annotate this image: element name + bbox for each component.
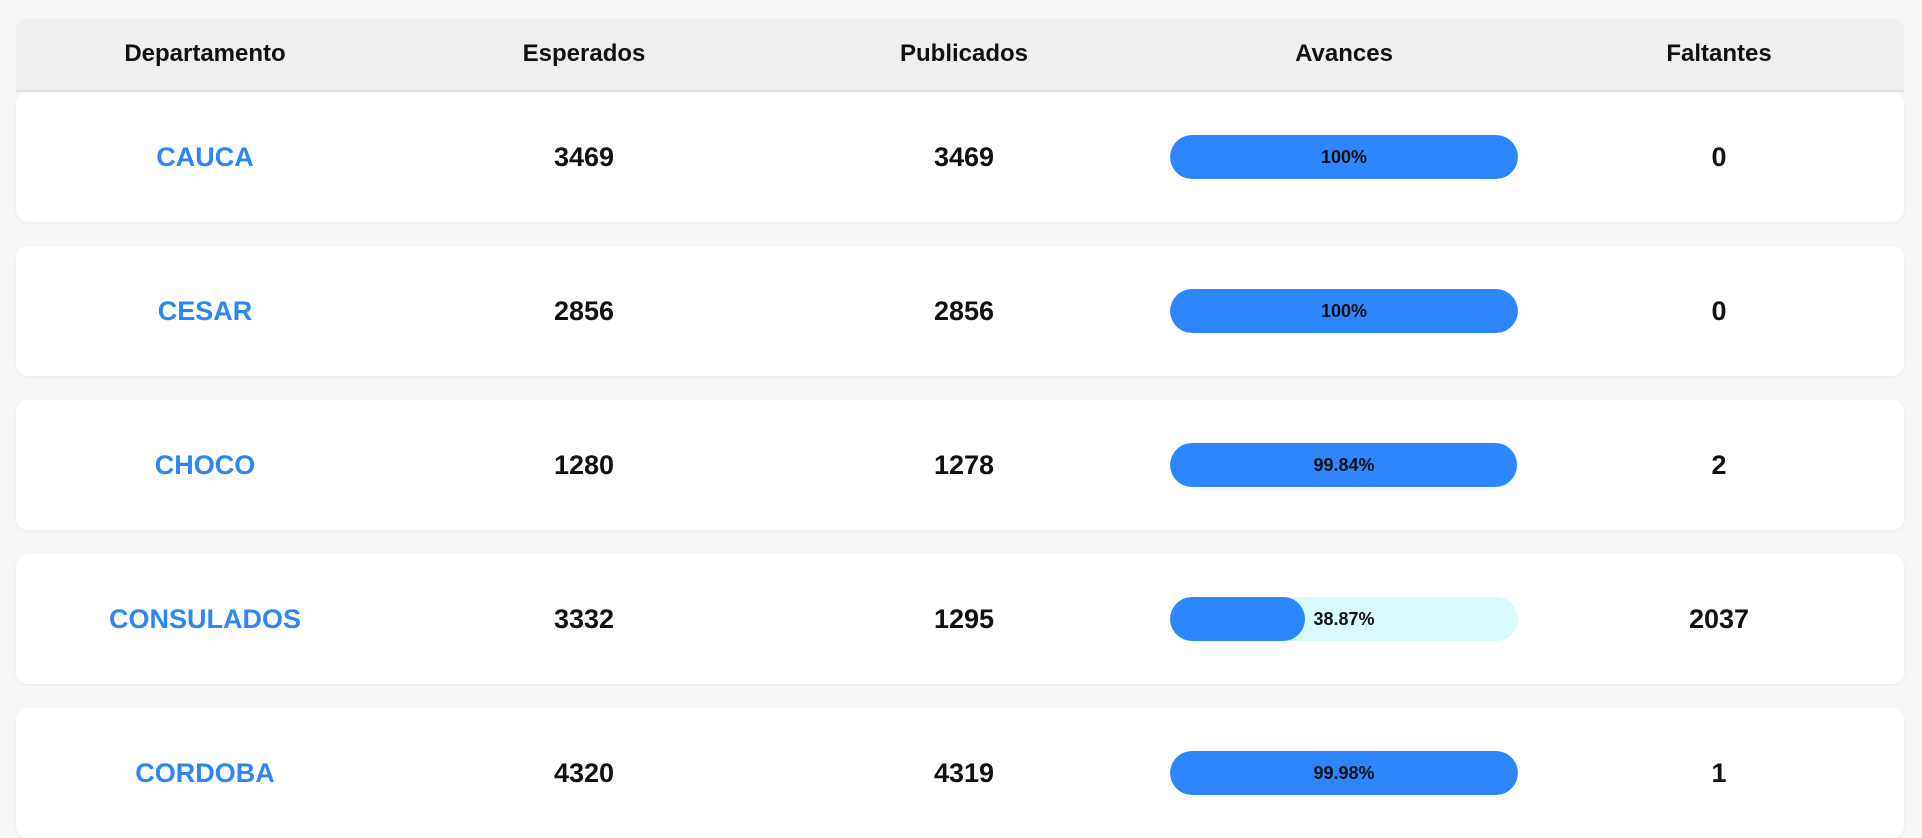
published-count: 1295 [933,603,995,634]
progress-label: 99.84% [1313,454,1375,475]
progress-bar: 100% [1170,135,1518,179]
progress-label: 100% [1320,300,1368,321]
missing-count: 0 [1711,295,1727,326]
progress-label: 99.98% [1313,762,1375,783]
progress-bar: 38.87% [1170,597,1518,641]
expected-count: 3332 [553,603,615,634]
department-link[interactable]: CAUCA [156,141,254,172]
expected-count: 3469 [553,141,615,172]
progress-fill [1170,443,1518,487]
missing-count: 0 [1711,141,1727,172]
progress-cell: 99.98% [1154,751,1534,795]
progress-cell: 100% [1154,289,1534,333]
progress-label: 38.87% [1313,608,1375,629]
table-row: CHOCO 1280 1278 99.84% 2 [16,400,1904,530]
header-avances[interactable]: Avances [1295,40,1393,67]
progress-bar: 99.84% [1170,443,1518,487]
results-table: Departamento Esperados Publicados Avance… [16,18,1904,838]
header-publicados[interactable]: Publicados [899,40,1029,67]
progress-fill [1170,289,1518,333]
expected-count: 1280 [553,449,615,480]
expected-count: 2856 [553,295,615,326]
progress-fill [1170,135,1518,179]
progress-bar: 99.98% [1170,751,1518,795]
published-count: 1278 [933,449,995,480]
expected-count: 4320 [553,757,615,788]
header-departamento[interactable]: Departamento [124,40,286,67]
table-row: CORDOBA 4320 4319 99.98% 1 [16,708,1904,838]
header-esperados[interactable]: Esperados [522,40,646,67]
department-link[interactable]: CESAR [157,295,253,326]
progress-bar: 100% [1170,289,1518,333]
progress-cell: 38.87% [1154,597,1534,641]
department-link[interactable]: CHOCO [154,449,256,480]
published-count: 2856 [933,295,995,326]
progress-cell: 99.84% [1154,443,1534,487]
progress-fill [1170,751,1518,795]
table-header: Departamento Esperados Publicados Avance… [16,18,1904,92]
progress-fill [1170,597,1306,641]
progress-cell: 100% [1154,135,1534,179]
missing-count: 2 [1711,449,1727,480]
department-link[interactable]: CONSULADOS [108,603,301,634]
header-faltantes[interactable]: Faltantes [1666,40,1772,67]
department-link[interactable]: CORDOBA [135,757,275,788]
progress-label: 100% [1320,146,1368,167]
missing-count: 2037 [1688,603,1750,634]
table-row: CESAR 2856 2856 100% 0 [16,246,1904,376]
table-row: CAUCA 3469 3469 100% 0 [16,92,1904,222]
published-count: 3469 [933,141,995,172]
table-row: CONSULADOS 3332 1295 38.87% 2037 [16,554,1904,684]
missing-count: 1 [1711,757,1727,788]
published-count: 4319 [933,757,995,788]
